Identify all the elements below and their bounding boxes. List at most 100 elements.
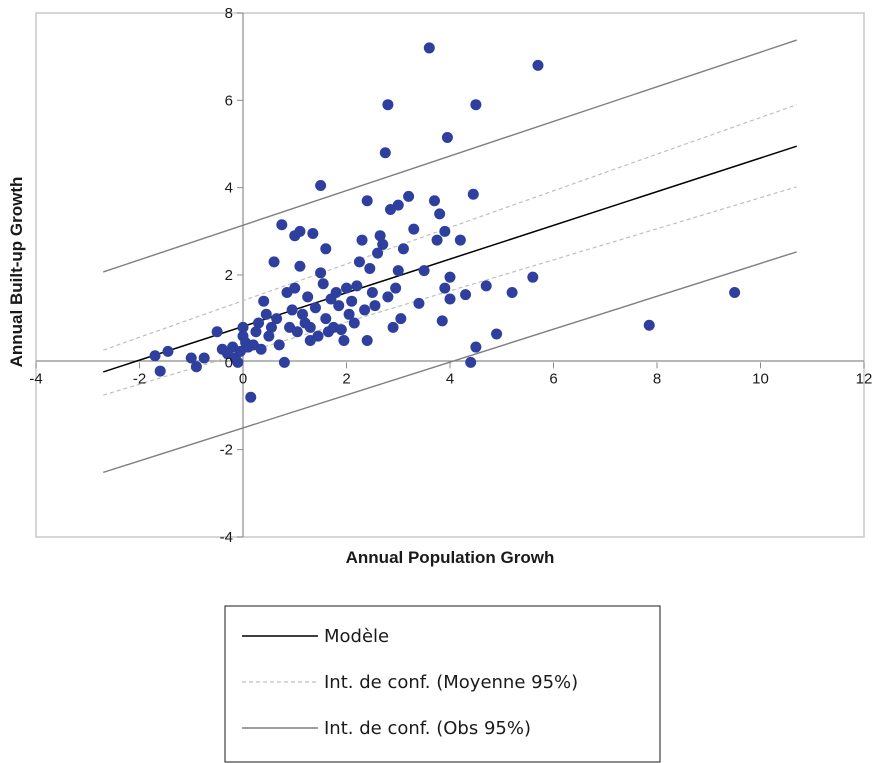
series-line — [103, 104, 797, 351]
data-point — [335, 324, 347, 336]
data-point — [307, 228, 319, 240]
data-point — [377, 238, 389, 250]
data-point — [338, 335, 350, 346]
y-tick-label: -2 — [220, 442, 233, 459]
data-point — [185, 352, 197, 364]
data-point — [320, 313, 332, 325]
y-tick-label: 8 — [225, 5, 233, 22]
data-point — [317, 278, 329, 290]
legend-box — [224, 605, 661, 763]
regression-lines — [103, 39, 797, 474]
x-tick-label: 0 — [239, 370, 247, 387]
data-point — [315, 179, 327, 191]
data-point — [374, 230, 386, 242]
x-axis-title: Annual Population Growh — [346, 548, 555, 567]
data-point — [320, 243, 332, 255]
data-point — [397, 243, 409, 255]
data-point — [491, 328, 503, 340]
data-point — [232, 356, 244, 368]
data-point — [359, 304, 371, 316]
data-point — [444, 293, 456, 305]
data-point — [346, 295, 358, 307]
data-point — [467, 188, 479, 200]
data-point — [361, 195, 373, 207]
data-point — [297, 308, 309, 320]
data-point — [460, 289, 472, 301]
data-point — [372, 247, 384, 259]
data-point — [351, 280, 363, 292]
legend-label: Int. de conf. (Moyenne 95%) — [324, 672, 578, 693]
y-tick-label: -4 — [220, 529, 233, 546]
data-point — [454, 234, 466, 246]
data-point — [379, 147, 391, 159]
data-point — [403, 190, 415, 202]
data-point — [353, 256, 365, 268]
data-point — [343, 308, 355, 320]
data-point — [294, 260, 306, 272]
data-point — [439, 225, 451, 237]
data-point — [162, 345, 174, 357]
x-tick-label: -2 — [133, 370, 146, 387]
y-tick-label: 4 — [225, 180, 233, 197]
data-point — [289, 282, 301, 294]
data-point — [729, 286, 741, 298]
data-point — [268, 256, 280, 268]
series-line — [103, 145, 797, 373]
data-point — [532, 59, 544, 71]
data-point — [431, 234, 443, 246]
data-point — [250, 326, 262, 338]
y-tick-label: 0 — [225, 354, 233, 371]
data-point — [418, 265, 430, 277]
x-tick-label: 2 — [342, 370, 350, 387]
data-point — [154, 365, 166, 377]
data-point — [149, 350, 161, 362]
tick-marks — [35, 12, 865, 538]
tick-labels: -4 -2 0 2 4 6 8 10 12 -4 -2 0 2 4 6 8 — [29, 5, 872, 546]
data-point — [348, 317, 360, 329]
x-tick-label: 12 — [856, 370, 873, 387]
data-point — [387, 321, 399, 333]
data-point — [465, 356, 477, 368]
legend-label: Int. de conf. (Obs 95%) — [324, 718, 531, 739]
data-point — [302, 291, 314, 303]
data-point — [294, 225, 306, 237]
data-point — [245, 391, 257, 403]
x-tick-label: 6 — [549, 370, 557, 387]
data-points — [149, 42, 741, 403]
data-point — [255, 343, 267, 355]
data-point — [428, 195, 440, 207]
data-point — [330, 286, 342, 298]
data-point — [278, 356, 290, 368]
data-point — [413, 297, 425, 309]
data-point — [304, 321, 316, 333]
data-point — [434, 208, 446, 220]
data-point — [309, 302, 321, 314]
data-point — [408, 223, 420, 235]
data-point — [341, 282, 352, 294]
legend-item: Int. de conf. (Obs 95%) — [242, 718, 531, 739]
series-line — [103, 251, 797, 474]
data-point — [211, 326, 223, 338]
data-point — [643, 319, 655, 331]
data-point — [253, 317, 265, 329]
data-point — [190, 361, 202, 373]
data-point — [286, 304, 298, 316]
data-point — [273, 339, 285, 351]
x-tick-label: 10 — [752, 370, 769, 387]
y-axis-title: Annual Built-up Growth — [7, 177, 26, 368]
data-point — [480, 280, 492, 292]
data-point — [436, 315, 448, 327]
data-point — [276, 219, 288, 231]
x-tick-label: 4 — [446, 370, 454, 387]
data-point — [356, 234, 368, 246]
data-point — [444, 271, 456, 283]
data-point — [366, 286, 378, 298]
data-point — [390, 282, 402, 294]
legend-label: Modèle — [324, 626, 389, 647]
data-point — [382, 291, 394, 303]
data-point — [291, 326, 303, 338]
plot-frame — [35, 12, 865, 538]
y-tick-label: 6 — [225, 92, 233, 109]
data-point — [361, 335, 373, 346]
